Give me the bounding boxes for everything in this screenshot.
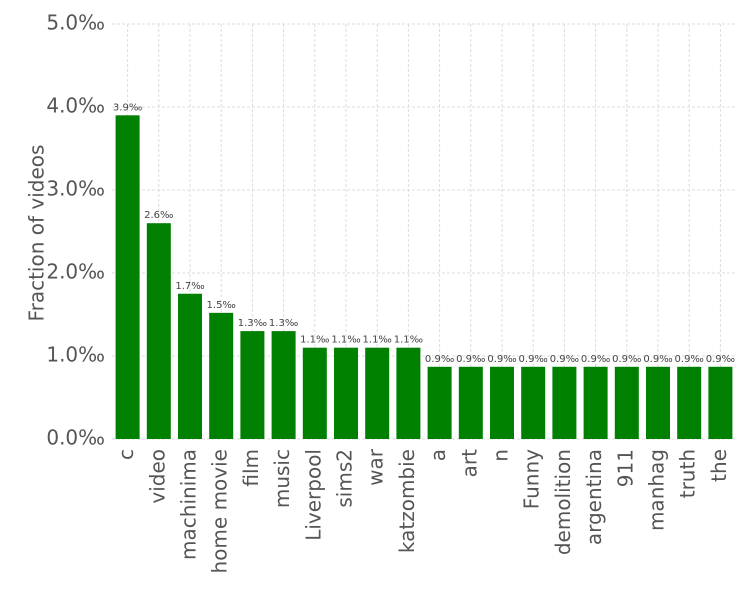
- data-label: 1.5‰: [207, 300, 236, 311]
- x-tick-label: Liverpool: [301, 449, 325, 541]
- y-tick-label: 1.0‰: [46, 343, 105, 367]
- bar: [427, 366, 452, 439]
- bar: [583, 366, 608, 439]
- data-label: 1.3‰: [269, 318, 298, 329]
- y-axis-title: Fraction of videos: [25, 145, 49, 322]
- data-label: 0.9‰: [456, 354, 485, 365]
- x-tick-label: truth: [676, 449, 700, 498]
- data-label: 0.9‰: [487, 354, 516, 365]
- bar: [396, 347, 421, 439]
- x-tick-label: Funny: [520, 449, 544, 509]
- data-label: 1.1‰: [300, 335, 329, 346]
- bar: [708, 366, 733, 439]
- bar: [271, 331, 296, 439]
- data-label: 0.9‰: [643, 354, 672, 365]
- data-label: 0.9‰: [706, 354, 735, 365]
- bar: [490, 366, 514, 439]
- bar: [209, 312, 234, 439]
- x-tick-label: the: [707, 449, 731, 482]
- x-tick-label: art: [457, 449, 481, 477]
- bars: [115, 115, 733, 440]
- data-label: 0.9‰: [675, 354, 704, 365]
- bar: [146, 223, 171, 439]
- x-tick-label: argentina: [582, 449, 606, 545]
- bar: [458, 366, 483, 439]
- x-tick-label: music: [270, 449, 294, 508]
- data-labels: 3.9‰2.6‰1.7‰1.5‰1.3‰ 1.3‰1.1‰ 1.1‰ 1.1‰ 1.1‰…: [113, 102, 735, 364]
- y-axis-ticks: 0.0‰ 1.0‰ 2.0‰ 3.0‰ 4.0‰ 5.0‰: [46, 11, 105, 450]
- data-label: 1.3‰: [238, 318, 267, 329]
- x-tick-label: n: [489, 449, 513, 462]
- bar: [302, 347, 327, 439]
- x-axis-ticks: c video machinima home movie film music Liverp…: [114, 448, 731, 573]
- bar: [240, 331, 265, 439]
- data-label: 0.9‰: [581, 354, 610, 365]
- y-tick-label: 2.0‰: [46, 260, 105, 284]
- bar: [677, 366, 702, 439]
- x-tick-label: sims2: [333, 449, 357, 508]
- bar: [646, 366, 670, 439]
- data-label: 1.1‰: [394, 335, 423, 346]
- x-tick-label: film: [239, 449, 263, 487]
- data-label: 3.9‰: [113, 102, 142, 113]
- bar: [614, 366, 639, 439]
- data-label: 0.9‰: [550, 354, 579, 365]
- data-label: 1.7‰: [175, 281, 204, 292]
- bar: [365, 347, 390, 439]
- x-tick-label: c: [114, 449, 138, 460]
- bar: [178, 293, 202, 439]
- x-tick-label: katzombie: [395, 449, 419, 553]
- y-tick-label: 4.0‰: [46, 94, 105, 118]
- data-label: 0.9‰: [519, 354, 548, 365]
- bar: [552, 366, 577, 439]
- y-tick-label: 3.0‰: [46, 177, 105, 201]
- bar: [521, 366, 546, 439]
- x-tick-label: video: [145, 449, 169, 504]
- grid: [112, 23, 736, 440]
- data-label: 1.1‰: [331, 335, 360, 346]
- x-tick-label: home movie: [208, 449, 232, 573]
- x-tick-label: manhag: [645, 449, 669, 531]
- bar: [115, 115, 140, 440]
- bar: [334, 347, 358, 439]
- x-tick-label: war: [364, 448, 388, 486]
- x-tick-label: demolition: [551, 449, 575, 555]
- data-label: 2.6‰: [144, 210, 173, 221]
- y-tick-label: 0.0‰: [46, 426, 105, 450]
- y-tick-label: 5.0‰: [46, 11, 105, 35]
- x-tick-label: a: [426, 449, 450, 461]
- data-label: 0.9‰: [425, 354, 454, 365]
- x-tick-label: machinima: [177, 449, 201, 560]
- data-label: 1.1‰: [363, 335, 392, 346]
- x-tick-label: 911: [613, 449, 637, 487]
- data-label: 0.9‰: [612, 354, 641, 365]
